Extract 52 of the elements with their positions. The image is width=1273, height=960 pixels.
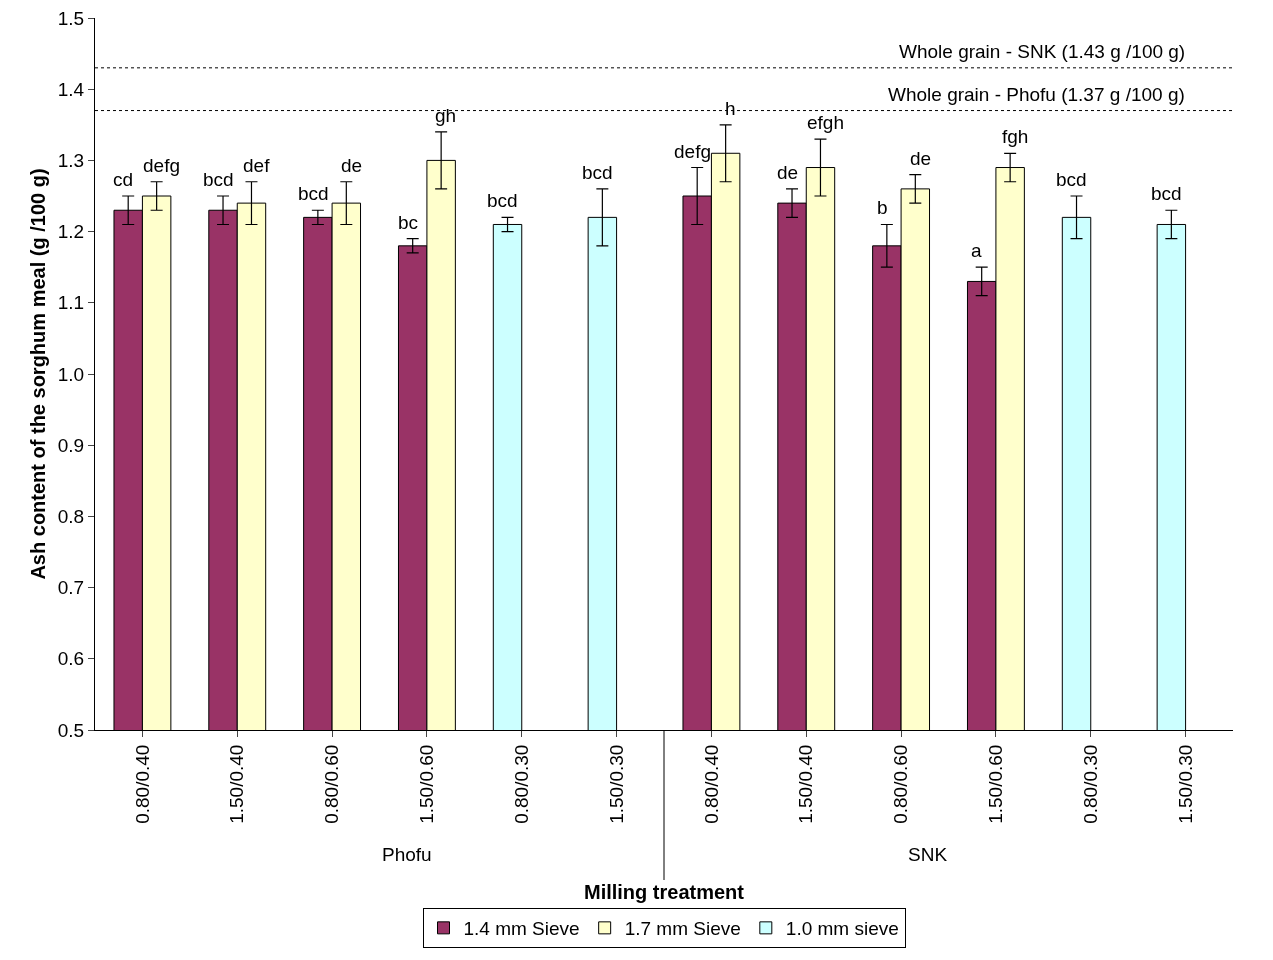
data-label: defg xyxy=(143,155,180,176)
x-tick-label: 1.50/0.30 xyxy=(1174,744,1196,824)
x-axis-title: Milling treatment xyxy=(583,881,745,904)
y-tick-label: 0.6 xyxy=(57,648,85,670)
data-label: bcd xyxy=(582,162,613,183)
text: SNK xyxy=(908,844,948,865)
y-tick-label: 1.5 xyxy=(57,7,85,29)
data-label: bcd xyxy=(1151,183,1182,204)
legend-label: 1.4 mm Sieve xyxy=(463,918,580,940)
data-label: defg xyxy=(674,141,711,162)
x-tick-label: 0.80/0.30 xyxy=(510,744,532,824)
data-label: cd xyxy=(113,169,134,190)
data-label: de xyxy=(910,148,932,169)
x-tick-label: 0.80/0.30 xyxy=(1079,744,1101,824)
legend-label: 1.7 mm Sieve xyxy=(624,918,741,940)
ref-line-label: Whole grain - SNK (1.43 g /100 g) xyxy=(899,41,1186,62)
data-label: bcd xyxy=(1056,169,1087,190)
data-label: bc xyxy=(398,212,419,233)
legend-label: 1.0 mm sieve xyxy=(785,918,899,940)
data-label: gh xyxy=(435,105,457,126)
data-label: def xyxy=(243,155,271,176)
data-label: h xyxy=(725,98,736,119)
y-tick-label: 1.2 xyxy=(57,221,85,243)
data-label: efgh xyxy=(807,112,844,133)
y-tick-label: 1.0 xyxy=(57,363,85,385)
data-label: a xyxy=(971,240,982,261)
text: Phofu xyxy=(382,844,432,865)
data-label: bcd xyxy=(487,190,518,211)
x-tick-label: 0.80/0.60 xyxy=(890,744,912,824)
x-tick-label: 1.50/0.40 xyxy=(226,744,248,824)
data-label: de xyxy=(777,162,799,183)
x-tick-label: 0.80/0.60 xyxy=(321,744,343,824)
ref-line-label: Whole grain - Phofu (1.37 g /100 g) xyxy=(888,84,1185,105)
y-tick-label: 1.3 xyxy=(57,150,85,172)
x-tick-label: 0.80/0.40 xyxy=(131,744,153,824)
x-tick-label: 1.50/0.40 xyxy=(795,744,817,824)
data-label: bcd xyxy=(298,183,329,204)
data-label: fgh xyxy=(1002,126,1029,147)
y-tick-label: 1.4 xyxy=(57,78,85,100)
y-tick-label: 0.7 xyxy=(57,577,85,599)
y-axis-title: Ash content of the sorghum meal (g /100 g) xyxy=(27,168,49,580)
data-label: de xyxy=(341,155,363,176)
y-tick-label: 1.1 xyxy=(57,292,85,314)
data-label: bcd xyxy=(203,169,234,190)
x-tick-label: 1.50/0.60 xyxy=(416,744,438,824)
x-tick-label: 0.80/0.40 xyxy=(700,744,722,824)
x-tick-label: 1.50/0.60 xyxy=(985,744,1007,824)
y-tick-label: 0.8 xyxy=(57,506,85,528)
y-tick-label: 0.5 xyxy=(57,719,85,741)
x-tick-label: 1.50/0.30 xyxy=(605,744,627,824)
data-label: b xyxy=(877,197,888,218)
y-tick-label: 0.9 xyxy=(57,434,85,456)
